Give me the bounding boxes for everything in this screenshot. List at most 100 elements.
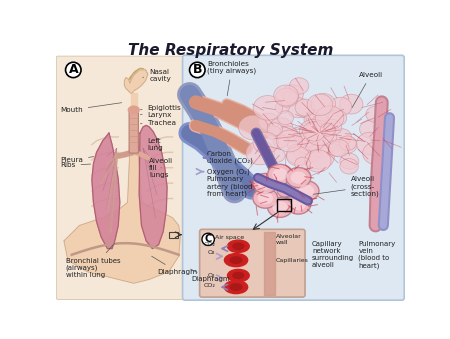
Ellipse shape [272, 168, 288, 180]
Ellipse shape [225, 254, 248, 267]
Ellipse shape [228, 240, 249, 253]
Text: Mouth: Mouth [60, 103, 122, 113]
Polygon shape [125, 70, 148, 93]
Ellipse shape [302, 122, 325, 141]
Ellipse shape [315, 106, 344, 130]
Ellipse shape [275, 88, 298, 107]
Text: Capillary
network
surrounding
alveoli: Capillary network surrounding alveoli [312, 241, 354, 268]
Text: Trachea: Trachea [140, 120, 176, 126]
Ellipse shape [286, 194, 311, 214]
Ellipse shape [246, 141, 274, 165]
Ellipse shape [257, 177, 273, 190]
Ellipse shape [305, 150, 331, 172]
Text: B: B [193, 63, 202, 76]
Ellipse shape [269, 148, 285, 162]
Ellipse shape [253, 188, 278, 208]
Text: Alveolar
wall: Alveolar wall [275, 234, 302, 245]
FancyBboxPatch shape [200, 229, 305, 297]
Ellipse shape [340, 159, 358, 174]
Ellipse shape [329, 97, 351, 116]
Ellipse shape [307, 94, 333, 116]
Ellipse shape [311, 137, 335, 157]
Ellipse shape [339, 136, 356, 151]
Ellipse shape [269, 118, 293, 138]
Ellipse shape [328, 142, 346, 157]
Ellipse shape [337, 136, 357, 154]
Text: Alveoli
(cross-
section): Alveoli (cross- section) [313, 177, 379, 198]
Ellipse shape [310, 117, 327, 131]
Ellipse shape [340, 94, 363, 114]
Ellipse shape [295, 157, 310, 171]
Text: Diaphragm: Diaphragm [190, 269, 230, 282]
Text: Pulmonary
artery (blood
from heart): Pulmonary artery (blood from heart) [207, 177, 252, 198]
Text: C: C [204, 234, 212, 244]
Ellipse shape [286, 167, 311, 187]
Ellipse shape [291, 198, 306, 210]
Ellipse shape [305, 144, 334, 169]
Text: Oxygen (O₂): Oxygen (O₂) [207, 168, 249, 175]
Bar [169, 232, 178, 238]
Ellipse shape [294, 181, 319, 201]
Ellipse shape [233, 273, 244, 279]
Ellipse shape [225, 281, 248, 294]
Text: Bronchial tubes
(airways)
within lung: Bronchial tubes (airways) within lung [66, 243, 120, 278]
Ellipse shape [320, 123, 335, 136]
Ellipse shape [299, 185, 315, 197]
Ellipse shape [300, 119, 327, 143]
Text: Air space: Air space [215, 235, 244, 240]
Text: Epiglottis: Epiglottis [140, 105, 181, 111]
Text: Pleura: Pleura [60, 157, 94, 163]
Ellipse shape [274, 85, 298, 106]
Ellipse shape [282, 85, 303, 103]
Text: Nasal
cavity: Nasal cavity [143, 69, 171, 82]
Text: CO₂: CO₂ [203, 283, 215, 288]
Ellipse shape [257, 192, 273, 204]
Text: Alveoli: Alveoli [352, 72, 382, 107]
Ellipse shape [363, 142, 389, 164]
Text: Alveoli
fill
lungs: Alveoli fill lungs [149, 158, 173, 178]
Text: CO₂: CO₂ [203, 242, 215, 247]
Ellipse shape [289, 78, 309, 94]
Ellipse shape [332, 128, 351, 146]
Ellipse shape [277, 111, 293, 125]
Ellipse shape [287, 98, 310, 118]
Ellipse shape [266, 123, 283, 136]
Ellipse shape [306, 126, 326, 143]
Text: A: A [68, 63, 78, 76]
Ellipse shape [356, 132, 383, 155]
Ellipse shape [340, 153, 359, 169]
Ellipse shape [328, 139, 349, 157]
Text: The Respiratory System: The Respiratory System [128, 43, 333, 58]
Ellipse shape [266, 126, 281, 139]
Ellipse shape [311, 94, 336, 114]
Text: Left
lung: Left lung [148, 138, 163, 151]
Polygon shape [125, 70, 148, 93]
Polygon shape [126, 68, 148, 88]
Polygon shape [130, 93, 137, 110]
Ellipse shape [233, 243, 244, 250]
Bar [264, 232, 275, 295]
Ellipse shape [253, 132, 279, 154]
Ellipse shape [287, 133, 312, 154]
Polygon shape [64, 133, 180, 283]
Ellipse shape [228, 270, 249, 282]
Ellipse shape [284, 90, 299, 103]
Circle shape [66, 62, 81, 78]
Text: O₂: O₂ [207, 273, 215, 278]
FancyBboxPatch shape [56, 56, 185, 299]
Ellipse shape [293, 140, 321, 163]
Polygon shape [139, 125, 167, 248]
Ellipse shape [128, 106, 139, 114]
Ellipse shape [230, 284, 242, 290]
Ellipse shape [287, 146, 310, 166]
Ellipse shape [313, 114, 330, 128]
Ellipse shape [230, 257, 242, 263]
Text: Pulmonary
vein
(blood to
heart): Pulmonary vein (blood to heart) [359, 241, 396, 269]
Ellipse shape [328, 110, 346, 126]
Ellipse shape [268, 164, 292, 184]
Ellipse shape [291, 172, 306, 184]
Ellipse shape [288, 167, 311, 186]
Text: Ribs: Ribs [60, 162, 91, 168]
Text: Carbon
dioxide (CO₂): Carbon dioxide (CO₂) [207, 151, 252, 164]
Ellipse shape [253, 174, 278, 194]
